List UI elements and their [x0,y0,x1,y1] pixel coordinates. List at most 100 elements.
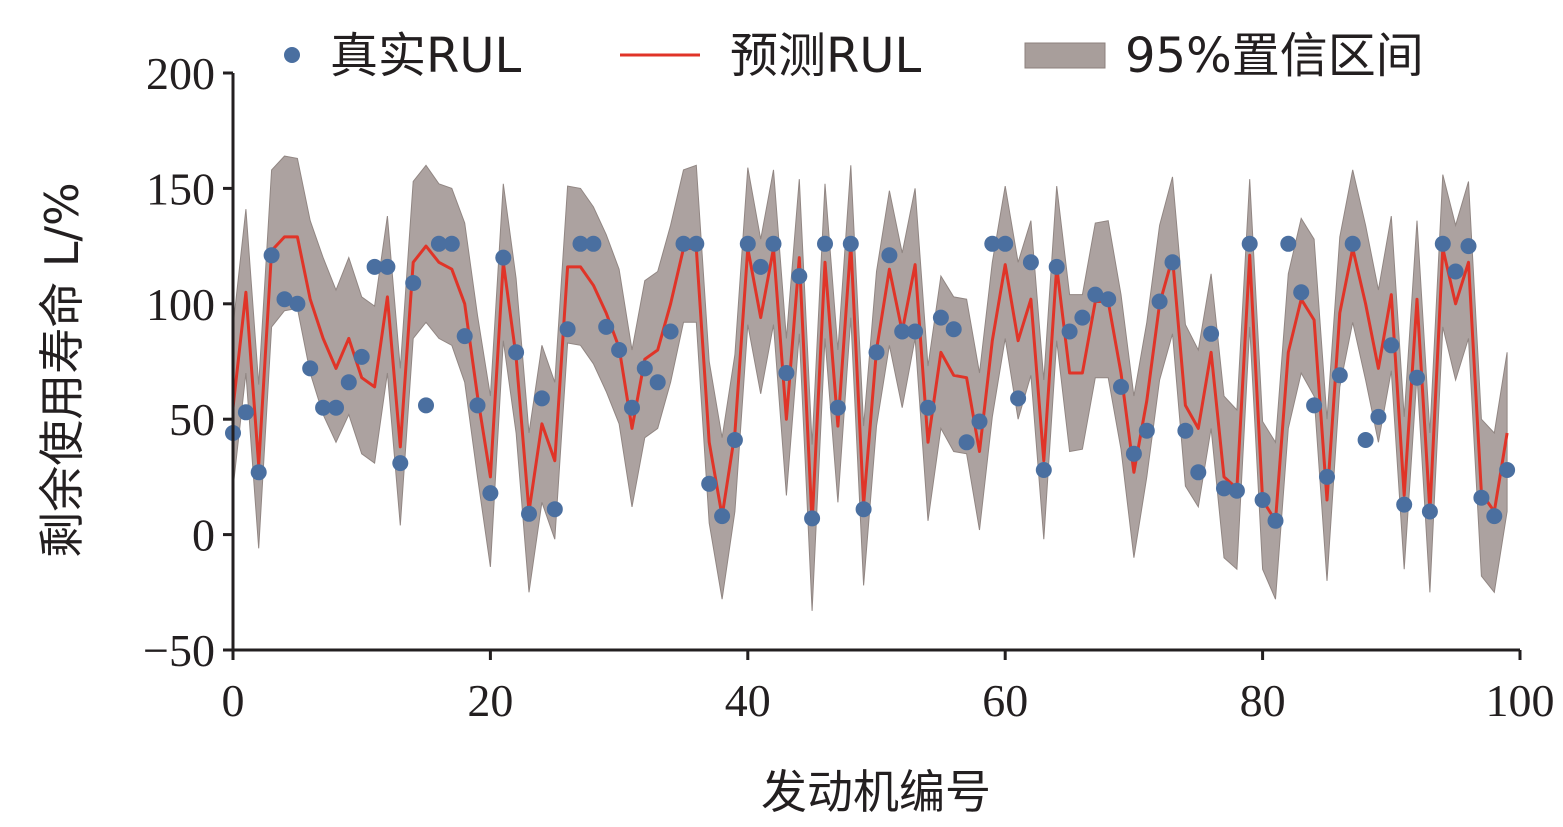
true-rul-point [1228,482,1245,499]
true-rul-point [1267,512,1284,529]
true-rul-point [1048,258,1065,275]
true-rul-point [1409,369,1425,386]
true-rul-point [508,344,525,361]
y-tick-label: −50 [143,625,215,676]
true-rul-point [1216,480,1232,497]
legend-pred-label: 预测RUL [730,28,921,84]
true-rul-point [688,235,705,252]
true-rul-point [932,309,949,326]
true-rul-point [752,258,769,275]
true-rul-point [263,247,280,264]
true-rul-point [1100,291,1117,308]
plot-area [225,155,1516,611]
true-rul-point [559,321,576,338]
x-axis-label: 发动机编号 [761,765,991,819]
y-axis-ticks: −50 0 50 100 150 200 [143,48,233,676]
true-rul-point [1460,238,1477,255]
true-rul-point [328,399,344,416]
true-rul-point [778,365,795,381]
true-rul-point [971,413,988,430]
y-tick-label: 150 [146,163,215,214]
x-tick-label: 80 [1240,675,1286,726]
true-rul-point [1383,337,1400,354]
true-rul-point [1499,462,1516,478]
true-rul-point [1203,325,1220,342]
y-tick-label: 0 [192,510,215,561]
true-rul-point [546,501,563,518]
true-rul-point [1113,378,1129,395]
true-rul-point [611,342,628,358]
true-rul-point [894,323,911,340]
true-rul-point [868,344,885,361]
legend-true-label: 真实RUL [330,28,521,84]
true-rul-point [1447,263,1464,280]
legend-ci-swatch [1024,42,1106,69]
true-rul-point [675,235,692,252]
true-rul-point [443,235,460,252]
true-rul-point [1010,390,1027,407]
true-rul-point [250,464,267,481]
true-rul-point [456,328,473,345]
x-tick-label: 100 [1486,675,1555,726]
true-rul-point [649,374,666,391]
true-rul-point [521,505,537,522]
true-rul-point [572,235,589,252]
true-rul-point [1434,235,1451,252]
true-rul-point [533,390,550,407]
legend: 真实RUL 预测RUL 95%置信区间 [284,28,1424,84]
true-rul-point [804,510,821,527]
true-rul-point [636,360,653,377]
true-rul-point [920,399,936,416]
true-rul-point [829,399,846,416]
true-rul-point [1254,492,1271,508]
true-rul-point [430,235,447,252]
true-rul-point [842,235,859,252]
true-rul-point [1306,397,1323,414]
true-rul-point [1319,468,1335,485]
true-rul-point [1164,254,1181,271]
legend-true-marker [284,47,300,63]
true-rul-point [907,323,924,340]
true-rul-point [701,475,718,492]
true-rul-point [392,455,409,472]
true-rul-points [225,235,1516,529]
true-rul-point [1421,503,1438,520]
true-rul-point [855,501,872,518]
true-rul-point [482,485,499,502]
true-rul-point [958,434,975,451]
true-rul-point [1190,464,1207,481]
true-rul-point [353,348,370,365]
true-rul-point [1370,408,1387,425]
y-tick-label: 50 [169,394,215,445]
true-rul-point [418,397,434,414]
x-tick-label: 40 [725,675,771,726]
true-rul-point [739,235,756,252]
true-rul-point [726,432,743,448]
true-rul-point [1074,309,1091,326]
true-rul-point [379,258,396,275]
x-tick-label: 60 [982,675,1028,726]
x-axis-ticks: 0 20 40 60 80 100 [222,650,1555,726]
true-rul-point [1486,508,1503,525]
true-rul-point [1473,489,1490,506]
true-rul-point [289,295,306,312]
true-rul-point [1344,235,1361,252]
true-rul-point [1125,445,1142,462]
true-rul-point [624,399,640,416]
true-rul-point [945,321,962,338]
true-rul-point [1396,496,1413,513]
true-rul-point [469,397,486,414]
true-rul-point [881,247,898,264]
confidence-interval-band [232,155,1508,611]
true-rul-point [791,268,808,285]
true-rul-point [765,235,782,252]
true-rul-point [1357,432,1374,448]
true-rul-point [984,235,1001,252]
true-rul-point [1151,293,1168,310]
true-rul-point [1061,323,1078,340]
true-rul-point [997,235,1014,252]
legend-ci-label: 95%置信区间 [1125,28,1424,84]
true-rul-point [1138,422,1155,439]
true-rul-point [585,235,602,252]
y-tick-label: 100 [146,279,215,330]
